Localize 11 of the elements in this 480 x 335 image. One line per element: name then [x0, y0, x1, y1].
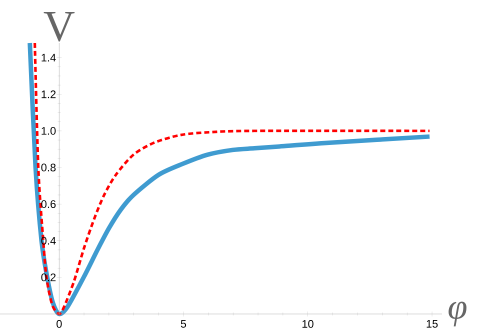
y-tick-label: 0.6 — [41, 200, 56, 208]
y-axis-title: V — [44, 12, 75, 42]
x-tick-label: 5 — [180, 320, 186, 328]
y-tick-label: 0.8 — [41, 164, 56, 172]
y-tick-label: 1.4 — [42, 54, 56, 62]
y-tick-label: 1.2 — [42, 90, 56, 98]
x-tick-label: 15 — [426, 320, 438, 328]
x-axis-title: φ — [448, 302, 466, 326]
y-tick-label: 1.0 — [42, 127, 56, 135]
x-tick-label: 10 — [302, 320, 314, 328]
x-tick-label: 0 — [56, 320, 62, 328]
